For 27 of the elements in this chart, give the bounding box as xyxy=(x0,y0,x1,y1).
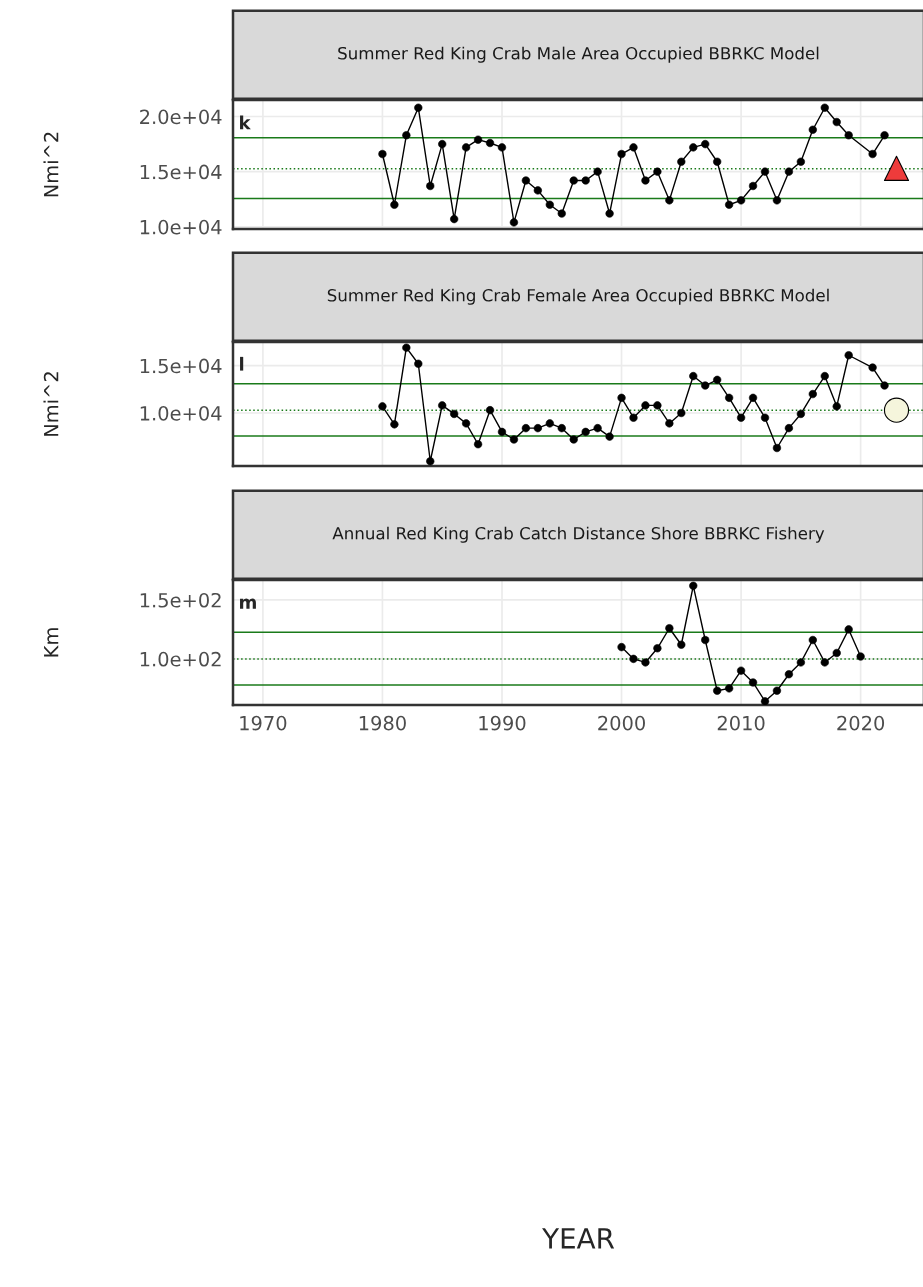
y-tick-label: 1.0e+04 xyxy=(140,405,222,421)
y-axis-title: Nmi^2 xyxy=(43,132,59,197)
x-tick-label: 2000 xyxy=(598,715,645,731)
y-tick-label: 1.5e+04 xyxy=(140,164,222,180)
annotation: l xyxy=(240,356,244,371)
y-tick-label: 2.0e+04 xyxy=(140,109,222,125)
point xyxy=(883,397,910,423)
y-axis-title: Km xyxy=(44,628,59,657)
chart-title: Annual Red King Crab Catch Distance Shore BBRKC Fishery xyxy=(332,526,825,543)
point xyxy=(883,155,910,181)
x-tick-label: 2010 xyxy=(717,715,765,731)
x-tick-label: 1970 xyxy=(240,715,287,731)
y-axis-title: Nmi^2 xyxy=(43,372,59,436)
point xyxy=(772,443,782,453)
point xyxy=(784,424,794,433)
y-tick-label: 1.0e+02 xyxy=(140,651,221,667)
y-tick-label: 1.0e+04 xyxy=(140,219,222,235)
x-tick-label: 1980 xyxy=(359,715,406,731)
y-tick-label: 1.5e+04 xyxy=(140,358,222,374)
annotation: m xyxy=(240,598,256,609)
x-tick-label: 2020 xyxy=(837,715,885,731)
x-axis-title: YEAR xyxy=(542,1228,615,1249)
chart-title: Summer Red King Crab Male Area Occupied BBRKC Model xyxy=(338,46,819,63)
x-tick-label: 1990 xyxy=(479,715,526,731)
y-tick-label: 1.5e+02 xyxy=(140,592,221,608)
annotation: k xyxy=(240,115,251,130)
chart-title: Summer Red King Crab Female Area Occupied BBRKC Model xyxy=(327,288,829,305)
